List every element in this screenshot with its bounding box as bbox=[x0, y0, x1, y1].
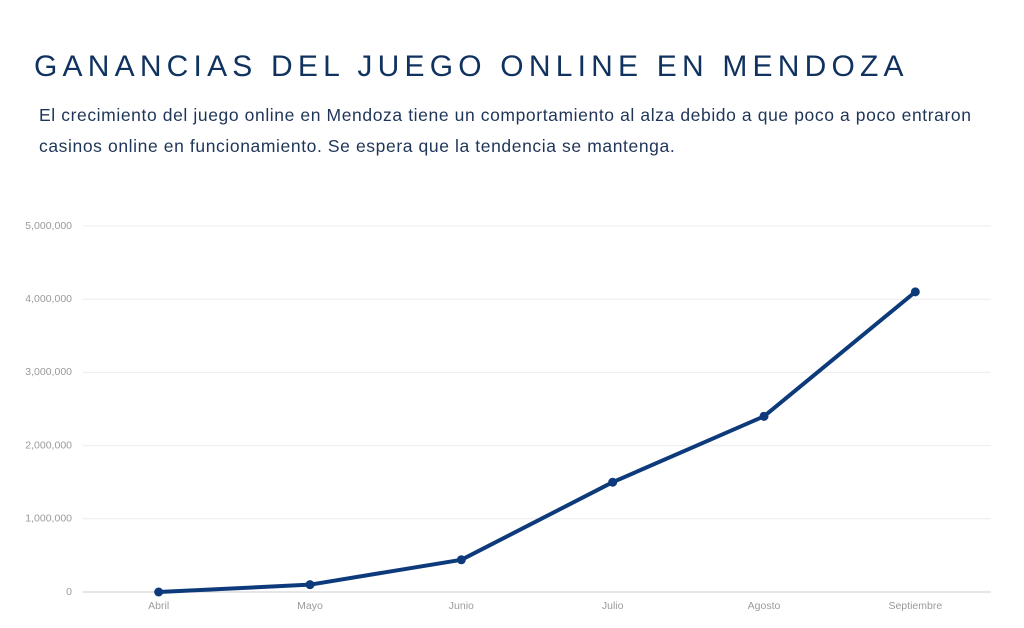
x-tick-label: Julio bbox=[602, 600, 624, 612]
data-point bbox=[759, 411, 769, 421]
chart-subtitle: El crecimiento del juego online en Mendo… bbox=[39, 105, 972, 156]
x-tick-label: Agosto bbox=[748, 600, 781, 612]
y-tick-label: 2,000,000 bbox=[25, 439, 72, 451]
y-tick-label: 3,000,000 bbox=[25, 366, 72, 378]
x-tick-label: Mayo bbox=[297, 600, 323, 612]
x-tick-label: Junio bbox=[449, 600, 474, 612]
y-tick-label: 4,000,000 bbox=[25, 293, 72, 305]
x-tick-label: Septiembre bbox=[888, 600, 942, 612]
data-point bbox=[456, 555, 466, 565]
chart-title: GANANCIAS DEL JUEGO ONLINE EN MENDOZA bbox=[34, 50, 909, 83]
data-point bbox=[608, 477, 618, 487]
y-tick-label: 5,000,000 bbox=[25, 220, 72, 232]
data-point bbox=[910, 287, 920, 297]
y-tick-label: 0 bbox=[66, 586, 72, 598]
series-line bbox=[156, 289, 918, 594]
y-tick-label: 1,000,000 bbox=[25, 513, 72, 525]
data-point bbox=[154, 587, 164, 597]
x-tick-label: Abril bbox=[148, 600, 169, 612]
data-point bbox=[305, 580, 315, 590]
